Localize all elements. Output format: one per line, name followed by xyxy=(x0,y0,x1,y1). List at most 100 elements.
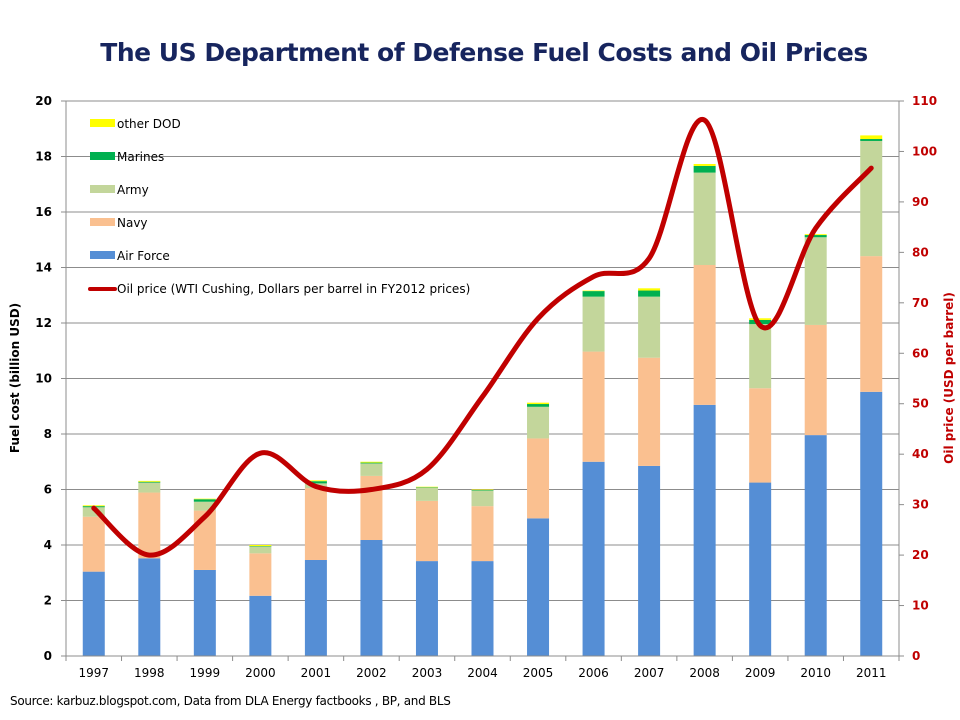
bar-marines-2000 xyxy=(249,546,272,547)
y-tick-label-right: 40 xyxy=(912,447,929,461)
legend-label: Air Force xyxy=(117,249,170,263)
bar-other-dod-2011 xyxy=(860,135,883,140)
bar-marines-2010 xyxy=(804,235,827,238)
bar-other-dod-2005 xyxy=(527,402,550,405)
bar-air-force-2003 xyxy=(415,561,438,656)
legend-swatch xyxy=(90,119,115,127)
bar-navy-2006 xyxy=(582,351,605,462)
x-tick-label: 2008 xyxy=(689,666,720,680)
bar-army-2006 xyxy=(582,296,605,352)
bar-marines-2006 xyxy=(582,291,605,297)
y-tick-label-right: 30 xyxy=(912,498,929,512)
legend-label: other DOD xyxy=(117,117,181,131)
bar-marines-2002 xyxy=(360,462,383,464)
bar-army-2010 xyxy=(804,237,827,325)
bar-air-force-2004 xyxy=(471,561,494,656)
bar-navy-2010 xyxy=(804,324,827,436)
bar-marines-2003 xyxy=(415,487,438,488)
oil-price-line xyxy=(91,117,874,558)
legend-label: Navy xyxy=(117,216,148,230)
bar-other-dod-1999 xyxy=(193,498,216,500)
legend-item-army: Army xyxy=(90,183,149,197)
legend-swatch xyxy=(90,251,115,259)
bar-navy-2005 xyxy=(527,438,550,519)
legend-swatch xyxy=(90,152,115,160)
y-tick-label-left: 20 xyxy=(35,94,52,108)
bar-air-force-2011 xyxy=(860,391,883,656)
bar-marines-2007 xyxy=(638,290,661,297)
y-tick-label-left: 0 xyxy=(44,649,52,663)
y-tick-label-left: 10 xyxy=(35,372,52,386)
bar-air-force-2000 xyxy=(249,595,272,656)
bar-other-dod-2010 xyxy=(804,234,827,236)
bar-navy-1998 xyxy=(138,492,161,559)
bar-navy-2000 xyxy=(249,553,272,596)
bar-other-dod-2001 xyxy=(304,480,327,482)
y-tick-label-right: 20 xyxy=(912,548,929,562)
bar-army-2008 xyxy=(693,172,716,266)
bar-marines-2005 xyxy=(527,404,550,407)
x-tick-label: 2004 xyxy=(467,666,498,680)
bar-other-dod-2009 xyxy=(749,318,772,320)
bar-air-force-1998 xyxy=(138,558,161,656)
bar-air-force-2001 xyxy=(304,559,327,656)
bar-air-force-2002 xyxy=(360,540,383,656)
source-note: Source: karbuz.blogspot.com, Data from D… xyxy=(10,694,451,708)
bar-army-2007 xyxy=(638,296,661,358)
bar-air-force-2010 xyxy=(804,435,827,656)
bar-army-1999 xyxy=(193,501,216,511)
bar-other-dod-2002 xyxy=(360,461,383,463)
legend-item-marines: Marines xyxy=(90,150,164,164)
bar-army-2011 xyxy=(860,140,883,257)
y-tick-label-right: 110 xyxy=(912,94,937,108)
bar-navy-2001 xyxy=(304,488,327,560)
oil-price-line-layer xyxy=(91,117,874,558)
y-tick-label-left: 16 xyxy=(35,205,52,219)
bar-marines-2004 xyxy=(471,490,494,491)
y-tick-label-left: 2 xyxy=(44,594,52,608)
x-tick-label: 1998 xyxy=(134,666,165,680)
y-tick-label-right: 100 xyxy=(912,144,937,158)
bar-army-2002 xyxy=(360,463,383,476)
bar-marines-1999 xyxy=(193,499,216,502)
y-tick-label-right: 90 xyxy=(912,195,929,209)
bar-marines-2008 xyxy=(693,165,716,173)
y-tick-label-left: 12 xyxy=(35,316,52,330)
x-tick-label: 2003 xyxy=(412,666,443,680)
bar-other-dod-2003 xyxy=(415,486,438,488)
y-axis-label-left: Fuel cost (billion USD) xyxy=(8,303,22,453)
bar-layer xyxy=(82,135,883,656)
bar-air-force-2006 xyxy=(582,461,605,656)
y-tick-label-left: 8 xyxy=(44,427,52,441)
y-tick-label-right: 0 xyxy=(912,649,920,663)
x-tick-label: 2000 xyxy=(245,666,276,680)
bar-navy-2004 xyxy=(471,506,494,562)
chart-title: The US Department of Defense Fuel Costs … xyxy=(100,38,868,67)
legend-item-air: Air Force xyxy=(90,249,170,263)
bar-navy-2009 xyxy=(749,388,772,483)
bar-navy-1997 xyxy=(82,516,105,572)
bar-army-2009 xyxy=(749,324,772,389)
x-tick-label: 2007 xyxy=(634,666,665,680)
y-tick-label-left: 14 xyxy=(35,261,52,275)
bar-air-force-2007 xyxy=(638,465,661,656)
x-tick-label: 1999 xyxy=(190,666,221,680)
y-tick-label-right: 70 xyxy=(912,296,929,310)
bar-navy-2002 xyxy=(360,475,383,541)
x-tick-label: 2005 xyxy=(523,666,554,680)
bar-army-2000 xyxy=(249,546,272,554)
bar-marines-2001 xyxy=(304,481,327,484)
bar-army-1997 xyxy=(82,507,105,517)
bar-army-2003 xyxy=(415,487,438,501)
y-tick-label-right: 10 xyxy=(912,599,929,613)
bar-navy-2011 xyxy=(860,256,883,392)
legend-label: Oil price (WTI Cushing, Dollars per barr… xyxy=(117,282,470,296)
bar-marines-2011 xyxy=(860,139,883,141)
legend-label: Marines xyxy=(117,150,164,164)
y-tick-label-right: 60 xyxy=(912,346,929,360)
bar-army-2004 xyxy=(471,490,494,507)
bar-air-force-2008 xyxy=(693,404,716,656)
bar-navy-2008 xyxy=(693,265,716,405)
bar-marines-1998 xyxy=(138,481,161,483)
legend-item-navy: Navy xyxy=(90,216,148,230)
